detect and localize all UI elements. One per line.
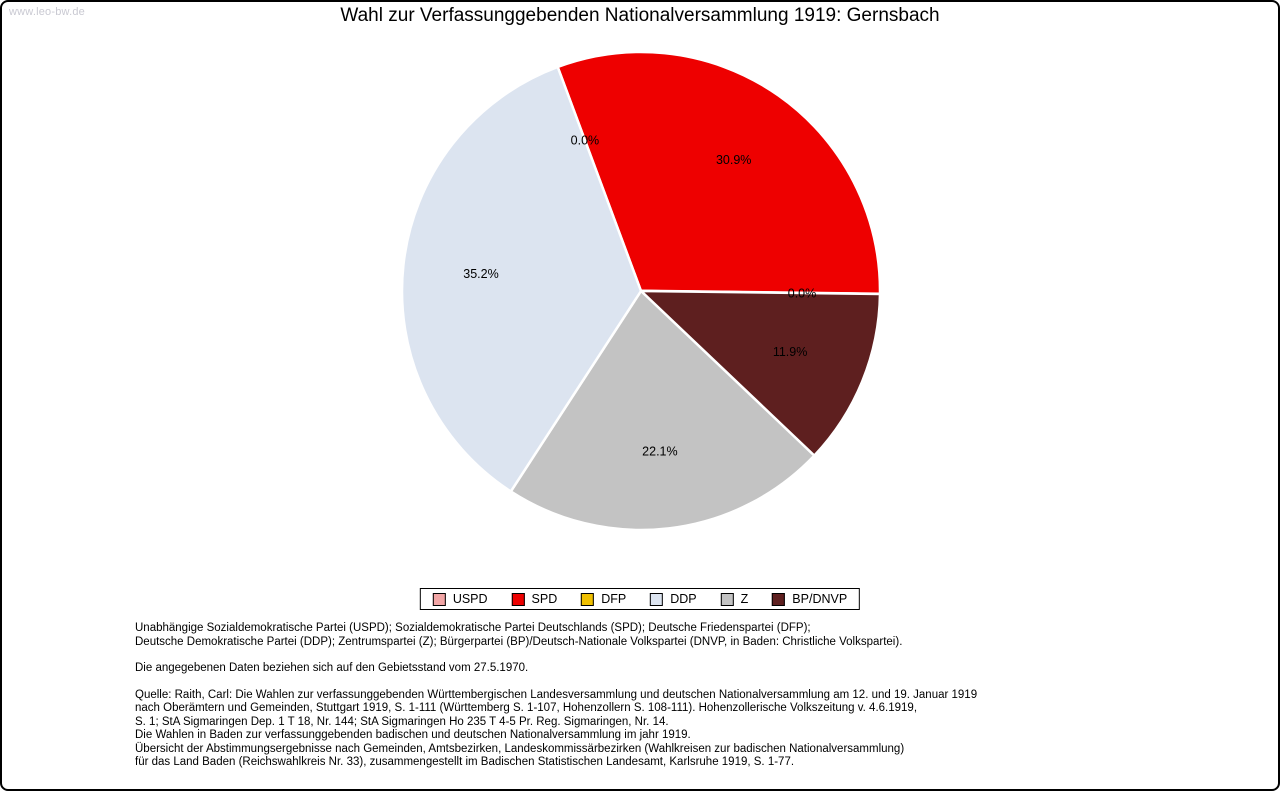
pie-label-ddp: 35.2% [463, 267, 498, 281]
pie-label-dfp: 0.0% [788, 287, 817, 301]
pie-slice-ddp [400, 65, 643, 493]
legend-item-dfp: DFP [581, 592, 626, 606]
legend-swatch-spd [511, 592, 525, 606]
legend-item-z: Z [720, 592, 749, 606]
pie-label-spd: 30.9% [716, 153, 751, 167]
legend-swatch-bp-dnvp [772, 592, 786, 606]
pie-label-z: 22.1% [642, 444, 677, 458]
legend-label-dfp: DFP [601, 592, 627, 606]
legend-label-uspd: USPD [452, 592, 488, 606]
legend-label-ddp: DDP [670, 592, 697, 606]
legend-swatch-z [720, 592, 734, 606]
party-abbreviations-note: Unabhängige Sozialdemokratische Partei (… [135, 622, 903, 648]
chart-title: Wahl zur Verfassunggebenden Nationalvers… [340, 5, 940, 26]
legend-swatch-uspd [432, 592, 446, 606]
pie-slice-spd [556, 50, 882, 296]
source-note: Quelle: Raith, Carl: Die Wahlen zur verf… [135, 688, 978, 769]
pie-chart: 0.0% 30.9% 0.0% 11.9% 22.1% 35.2% [400, 50, 882, 532]
legend-label-spd: SPD [531, 592, 558, 606]
pie-label-uspd: 0.0% [571, 134, 600, 148]
legend-item-ddp: DDP [650, 592, 697, 606]
pie-slice-bp-dnvp [639, 289, 882, 457]
legend-item-spd: SPD [511, 592, 558, 606]
legend: USPD SPD DFP DDP Z BP/DNVP [419, 588, 861, 610]
legend-swatch-ddp [650, 592, 664, 606]
legend-item-bp-dnvp: BP/DNVP [772, 592, 847, 606]
footnotes: Unabhängige Sozialdemokratische Partei (… [135, 622, 1238, 770]
watermark: www.leo-bw.de [9, 6, 85, 18]
pie-slice-z [509, 289, 816, 532]
legend-swatch-dfp [581, 592, 595, 606]
legend-label-bp-dnvp: BP/DNVP [792, 592, 848, 606]
legend-label-z: Z [740, 592, 749, 606]
pie-label-bp-dnvp: 11.9% [773, 345, 808, 359]
territorial-status-note: Die angegebenen Daten beziehen sich auf … [135, 662, 529, 674]
legend-item-uspd: USPD [432, 592, 488, 606]
